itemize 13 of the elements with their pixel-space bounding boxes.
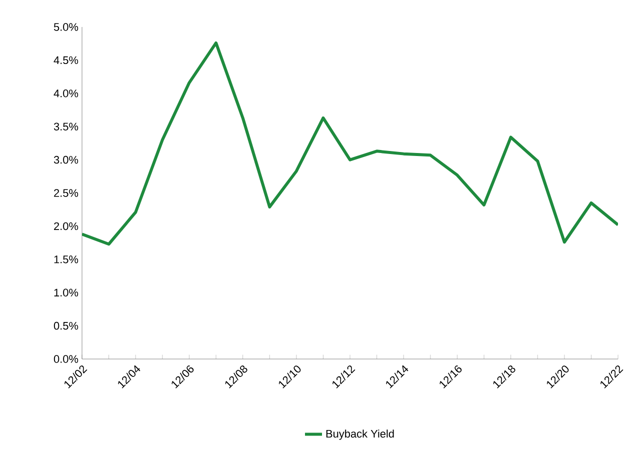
y-tick-label: 1.5%	[54, 256, 78, 264]
y-tick-label: 0.0%	[54, 355, 78, 363]
y-tick-label: 5.0%	[54, 23, 78, 31]
legend-label: Buyback Yield	[326, 430, 394, 440]
y-tick-label: 4.0%	[54, 90, 78, 98]
y-tick-label: 3.0%	[54, 156, 78, 164]
y-tick-label: 2.0%	[54, 222, 78, 230]
y-tick-label: 1.0%	[54, 288, 78, 296]
y-tick-label: 2.5%	[54, 189, 78, 197]
y-tick-label: 0.5%	[54, 322, 78, 330]
y-tick-label: 4.5%	[54, 56, 78, 64]
y-tick-label: 3.5%	[54, 122, 78, 130]
line-series	[82, 41, 618, 246]
